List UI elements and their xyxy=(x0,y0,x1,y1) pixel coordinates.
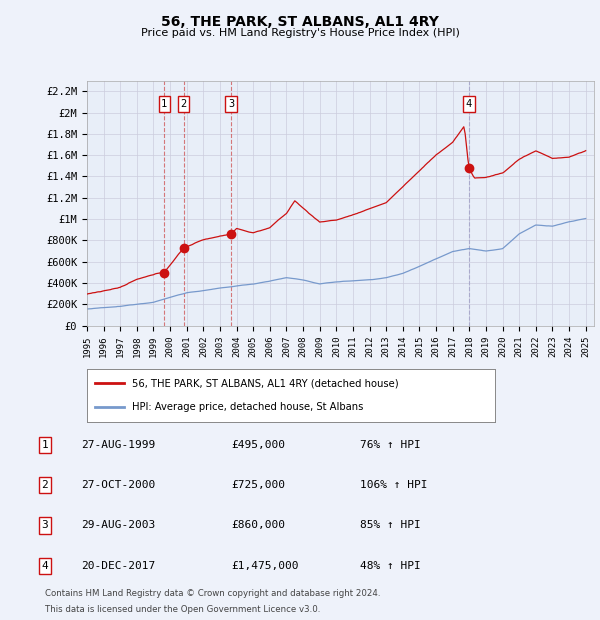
Text: 4: 4 xyxy=(466,99,472,109)
Text: 3: 3 xyxy=(228,99,234,109)
Text: 85% ↑ HPI: 85% ↑ HPI xyxy=(360,520,421,531)
Text: 2: 2 xyxy=(181,99,187,109)
Text: 76% ↑ HPI: 76% ↑ HPI xyxy=(360,440,421,450)
Text: 1: 1 xyxy=(161,99,167,109)
Text: 29-AUG-2003: 29-AUG-2003 xyxy=(81,520,155,531)
Text: 3: 3 xyxy=(41,520,49,531)
Text: 106% ↑ HPI: 106% ↑ HPI xyxy=(360,480,427,490)
Text: 2: 2 xyxy=(41,480,49,490)
Text: HPI: Average price, detached house, St Albans: HPI: Average price, detached house, St A… xyxy=(132,402,363,412)
Text: Price paid vs. HM Land Registry's House Price Index (HPI): Price paid vs. HM Land Registry's House … xyxy=(140,28,460,38)
Text: Contains HM Land Registry data © Crown copyright and database right 2024.: Contains HM Land Registry data © Crown c… xyxy=(45,589,380,598)
Text: This data is licensed under the Open Government Licence v3.0.: This data is licensed under the Open Gov… xyxy=(45,604,320,614)
Text: 4: 4 xyxy=(41,560,49,571)
Text: 20-DEC-2017: 20-DEC-2017 xyxy=(81,560,155,571)
Text: £725,000: £725,000 xyxy=(231,480,285,490)
Text: 1: 1 xyxy=(41,440,49,450)
Text: £1,475,000: £1,475,000 xyxy=(231,560,299,571)
Text: £495,000: £495,000 xyxy=(231,440,285,450)
Text: 56, THE PARK, ST ALBANS, AL1 4RY: 56, THE PARK, ST ALBANS, AL1 4RY xyxy=(161,16,439,30)
Text: £860,000: £860,000 xyxy=(231,520,285,531)
Text: 27-AUG-1999: 27-AUG-1999 xyxy=(81,440,155,450)
Text: 48% ↑ HPI: 48% ↑ HPI xyxy=(360,560,421,571)
Text: 56, THE PARK, ST ALBANS, AL1 4RY (detached house): 56, THE PARK, ST ALBANS, AL1 4RY (detach… xyxy=(132,378,398,388)
Text: 27-OCT-2000: 27-OCT-2000 xyxy=(81,480,155,490)
